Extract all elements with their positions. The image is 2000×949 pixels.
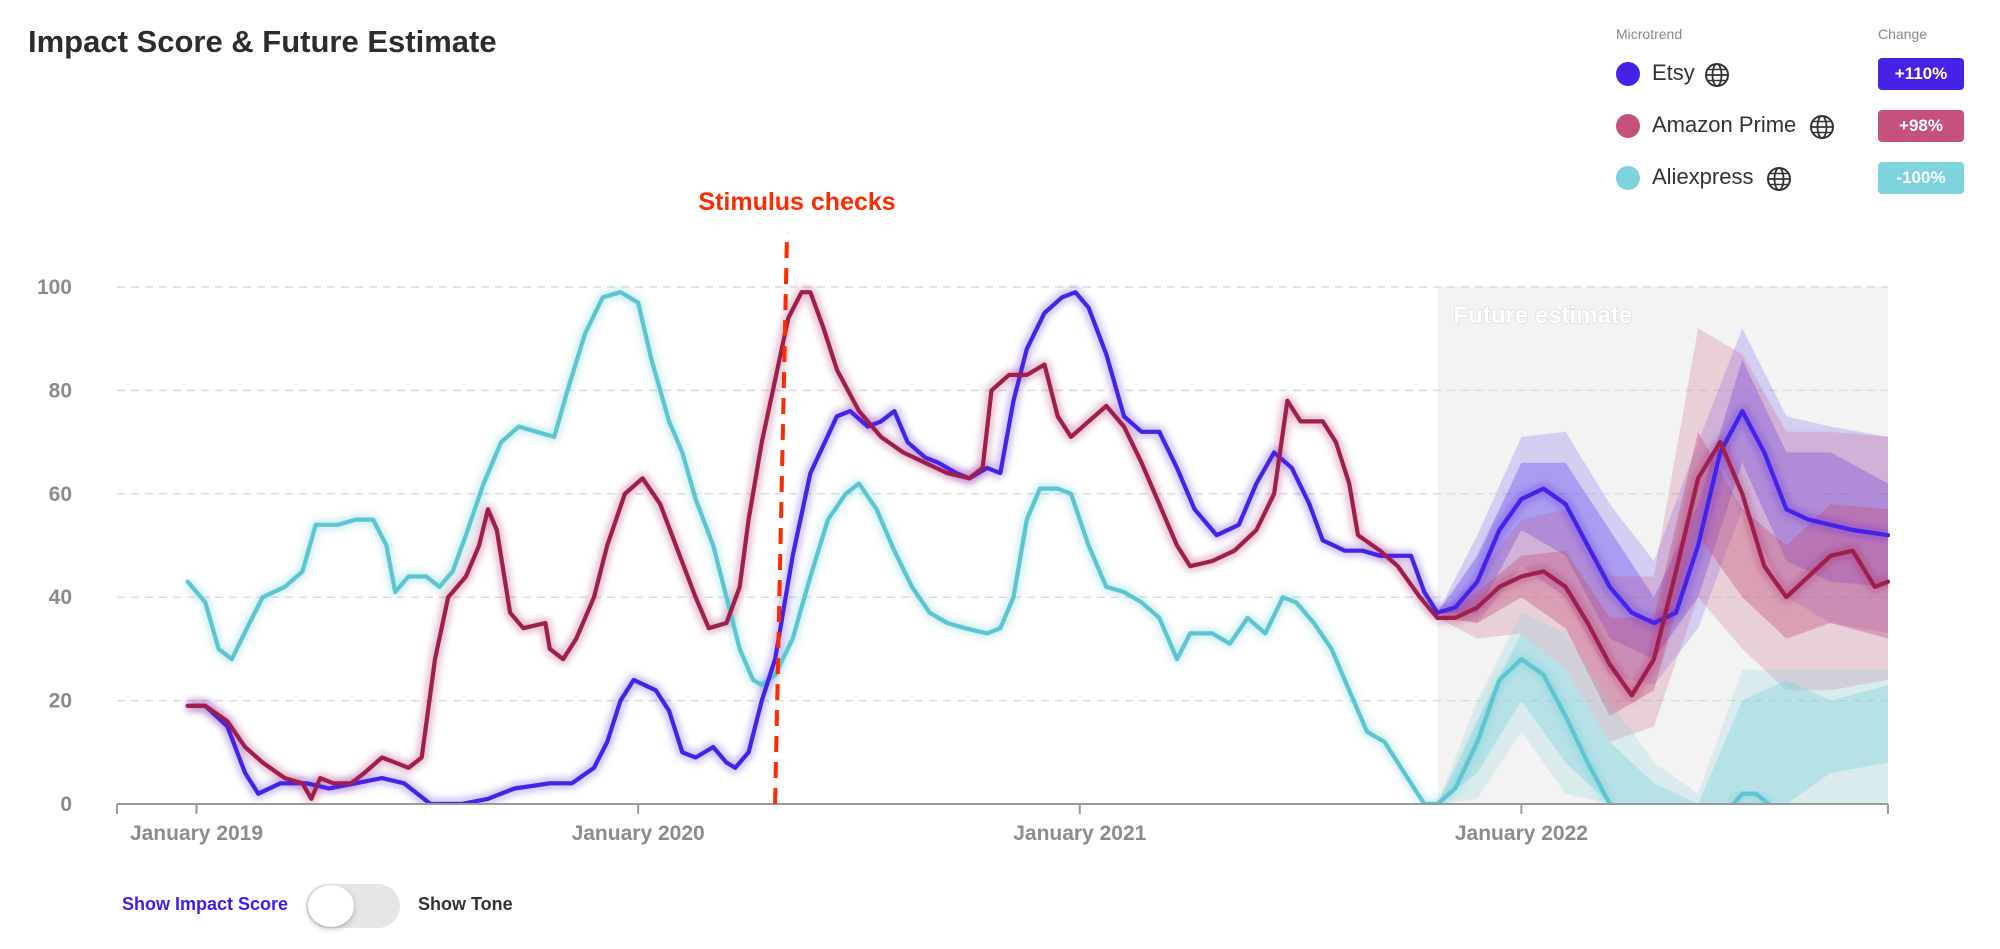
series-line-amazon-prime (185, 290, 1440, 801)
future-estimate-label: Future estimate (1454, 302, 1633, 329)
series-line-aliexpress-future-estimate-late (1731, 791, 1771, 805)
band-outer-etsy (1437, 328, 1888, 686)
glow-etsy (187, 287, 1442, 805)
stimulus-checks-label: Stimulus checks (698, 188, 895, 216)
x-tick-label-january-2022: January 2022 (1455, 822, 1588, 845)
glow-amazon-prime (187, 287, 1441, 804)
glow-aliexpress (184, 287, 1438, 805)
band-inner-etsy (1437, 359, 1888, 660)
band-outer-amazon-prime (1437, 328, 1888, 742)
legend-heading-change: Change (1878, 26, 1928, 42)
x-tick-label-january-2020: January 2020 (572, 822, 705, 845)
series-line-aliexpress (185, 290, 1440, 805)
series-line-etsy (185, 290, 1440, 805)
gridlines: 0 20 40 60 80 100 (37, 276, 1888, 816)
legend-item-aliexpress[interactable]: Aliexpress -100% (1600, 154, 1980, 204)
change-badge-aliexpress: -100% (1878, 162, 1964, 194)
toggle-knob[interactable] (308, 885, 354, 927)
x-tick-label-january-2021: January 2021 (1013, 822, 1146, 845)
globe-icon[interactable] (1704, 62, 1730, 88)
y-tick-label-100: 100 (37, 276, 72, 299)
x-tick-label-january-2019: January 2019 (130, 822, 263, 845)
band-outer-aliexpress (1437, 612, 1888, 804)
series-lines (185, 290, 1890, 805)
annotations: Stimulus checks Future estimate (698, 188, 1633, 805)
change-badge-amazon-prime: +98% (1878, 110, 1964, 142)
legend-item-amazon-prime[interactable]: Amazon Prime +98% (1600, 102, 1980, 152)
legend-item-etsy[interactable]: Etsy +110% (1600, 50, 1980, 100)
y-tick-label-40: 40 (49, 586, 72, 609)
legend-label-amazon-prime: Amazon Prime (1652, 112, 1797, 137)
stimulus-checks-marker (773, 231, 790, 805)
y-tick-label-0: 0 (60, 793, 72, 816)
series-line-etsy-future-estimate (1435, 409, 1890, 626)
legend-marker-etsy (1616, 62, 1640, 86)
series-line-aliexpress-future-estimate (1435, 657, 1612, 805)
future-estimate-region (1437, 287, 1888, 804)
axes: January 2019 January 2020 January 2021 Janu… (116, 803, 1889, 845)
y-tick-label-60: 60 (49, 483, 72, 506)
show-impact-score-label[interactable]: Show Impact Score (122, 894, 289, 914)
y-tick-label-20: 20 (49, 690, 72, 713)
impact-tone-toggle[interactable] (306, 884, 400, 928)
chart-title: Impact Score & Future Estimate (28, 24, 497, 59)
legend-marker-amazon-prime (1616, 114, 1640, 138)
globe-icon[interactable] (1766, 166, 1792, 192)
globe-icon[interactable] (1809, 114, 1835, 140)
legend-heading-microtrend: Microtrend (1616, 26, 1683, 42)
legend-marker-aliexpress (1616, 166, 1640, 190)
change-badge-etsy: +110% (1878, 58, 1964, 90)
band-inner-aliexpress (1437, 633, 1888, 804)
show-tone-label[interactable]: Show Tone (418, 894, 513, 914)
series-line-amazon-prime-future-estimate (1435, 440, 1890, 698)
legend-label-aliexpress: Aliexpress (1652, 164, 1754, 189)
legend-label-etsy: Etsy (1652, 60, 1695, 85)
y-tick-label-80: 80 (49, 379, 72, 402)
